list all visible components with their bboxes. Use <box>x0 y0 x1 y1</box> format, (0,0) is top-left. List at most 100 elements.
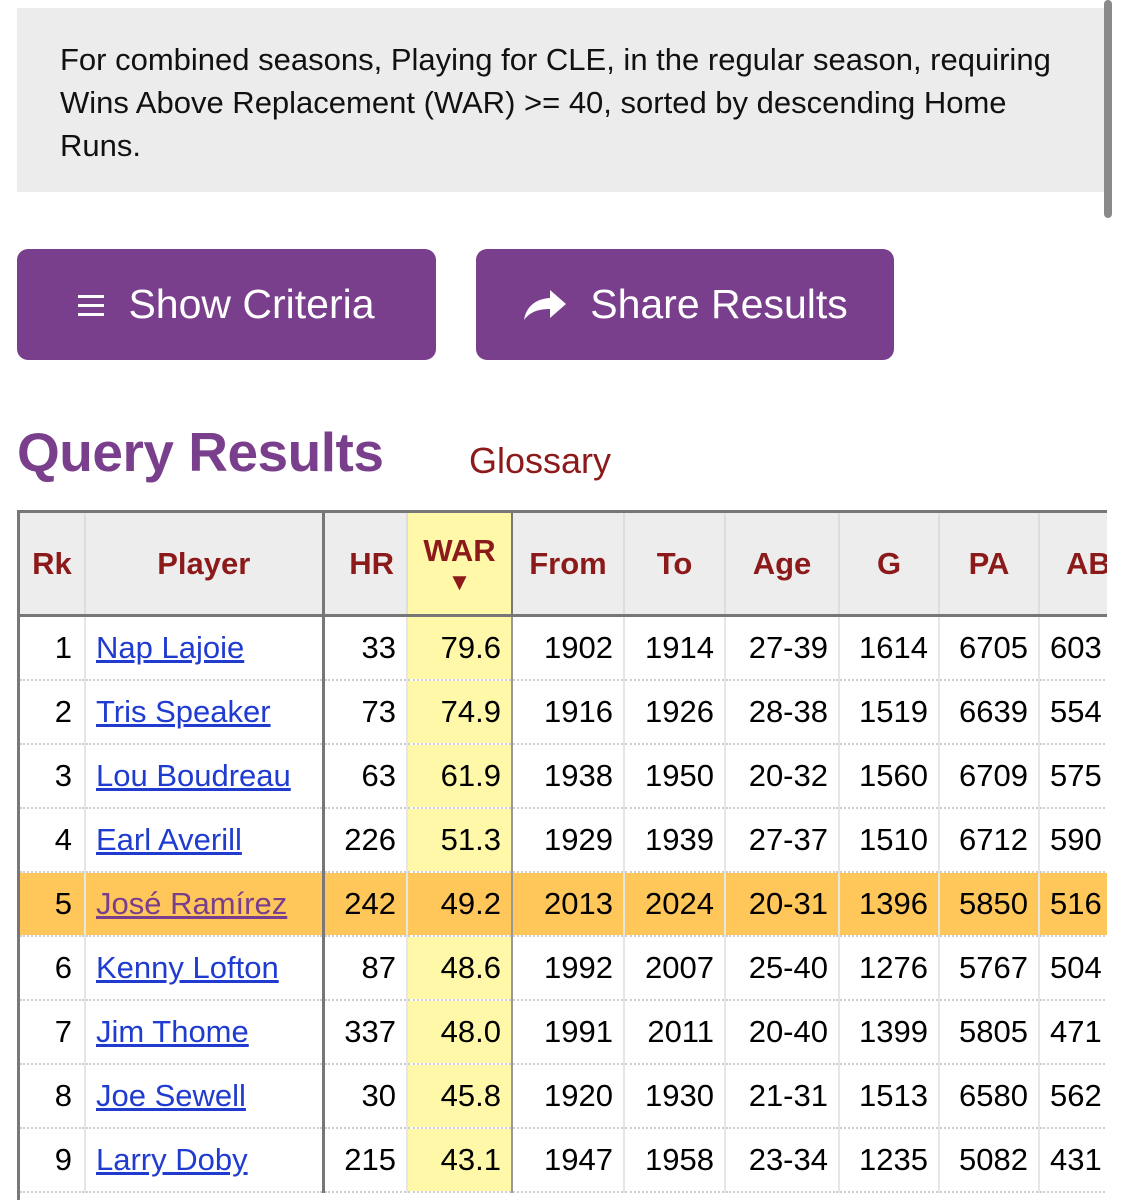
player-link[interactable]: Lou Boudreau <box>96 758 291 793</box>
col-header-hr[interactable]: HR <box>323 510 408 617</box>
table-row: 4 Earl Averill 226 51.3 1929 1939 27-37 1510 671… <box>20 808 1107 873</box>
share-results-label: Share Results <box>590 281 848 327</box>
from-cell: 1992 <box>512 936 625 1001</box>
hr-cell: 226 <box>323 808 408 873</box>
to-cell: 1926 <box>624 680 726 745</box>
age-cell: 27-39 <box>725 615 840 681</box>
war-cell: 74.9 <box>406 680 513 745</box>
col-header-war-label: WAR <box>423 532 496 568</box>
hr-cell: 87 <box>323 936 408 1001</box>
g-cell: 1519 <box>839 680 940 745</box>
to-cell: 2011 <box>624 1000 726 1065</box>
player-cell: Jim Thome <box>85 1000 325 1065</box>
age-cell: 20-40 <box>725 1000 840 1065</box>
player-cell: Lou Boudreau <box>85 744 325 809</box>
rank-cell: 8 <box>20 1064 86 1129</box>
g-cell: 1614 <box>839 615 940 681</box>
to-cell: 1958 <box>624 1128 726 1193</box>
g-cell: 1513 <box>839 1064 940 1129</box>
player-link[interactable]: José Ramírez <box>96 886 288 921</box>
age-cell: 23-34 <box>725 1128 840 1193</box>
rank-cell: 6 <box>20 936 86 1001</box>
to-cell: 1939 <box>624 808 726 873</box>
rank-cell: 9 <box>20 1128 86 1193</box>
col-header-war[interactable]: WAR ▼ <box>406 510 513 617</box>
to-cell: 2024 <box>624 872 726 937</box>
ab-cell: 471 <box>1039 1000 1107 1065</box>
from-cell: 1916 <box>512 680 625 745</box>
rank-cell: 3 <box>20 744 86 809</box>
hr-cell: 30 <box>323 1064 408 1129</box>
col-header-from[interactable]: From <box>512 510 625 617</box>
from-cell: 1920 <box>512 1064 625 1129</box>
ab-cell: 562 <box>1039 1064 1107 1129</box>
war-cell: 48.6 <box>406 936 513 1001</box>
pa-cell: 6705 <box>939 615 1040 681</box>
player-link[interactable]: Jim Thome <box>96 1014 249 1049</box>
player-cell: José Ramírez <box>85 872 325 937</box>
col-header-pa[interactable]: PA <box>939 510 1040 617</box>
ab-cell: 431 <box>1039 1128 1107 1193</box>
rank-cell: 4 <box>20 808 86 873</box>
pa-cell: 5850 <box>939 872 1040 937</box>
hr-cell: 73 <box>323 680 408 745</box>
scrollbar[interactable] <box>1104 0 1112 218</box>
g-cell: 1560 <box>839 744 940 809</box>
col-header-ab[interactable]: AB <box>1039 510 1107 617</box>
age-cell: 25-40 <box>725 936 840 1001</box>
col-header-player[interactable]: Player <box>85 510 325 617</box>
col-header-age[interactable]: Age <box>725 510 840 617</box>
table-row: 7 Jim Thome 337 48.0 1991 2011 20-40 1399 5805 47… <box>20 1000 1107 1065</box>
hr-cell: 242 <box>323 872 408 937</box>
from-cell: 1991 <box>512 1000 625 1065</box>
share-results-button[interactable]: Share Results <box>476 249 894 360</box>
pa-cell: 6709 <box>939 744 1040 809</box>
age-cell: 28-38 <box>725 680 840 745</box>
player-cell: Earl Averill <box>85 808 325 873</box>
col-header-to[interactable]: To <box>624 510 726 617</box>
war-cell: 43.1 <box>406 1128 513 1193</box>
rank-cell: 5 <box>20 872 86 937</box>
hamburger-menu-icon <box>78 293 106 317</box>
player-link[interactable]: Joe Sewell <box>96 1078 246 1113</box>
player-link[interactable]: Kenny Lofton <box>96 950 279 985</box>
col-header-g[interactable]: G <box>839 510 940 617</box>
table-row: 1 Nap Lajoie 33 79.6 1902 1914 27-39 1614 6705 60… <box>20 615 1107 681</box>
hr-cell: 215 <box>323 1128 408 1193</box>
war-cell: 48.0 <box>406 1000 513 1065</box>
age-cell: 20-31 <box>725 872 840 937</box>
show-criteria-button[interactable]: Show Criteria <box>17 249 436 360</box>
pa-cell: 5082 <box>939 1128 1040 1193</box>
results-table-container[interactable]: Rk Player HR WAR ▼ From To Age G PA AB 1… <box>17 510 1107 1200</box>
player-link[interactable]: Earl Averill <box>96 822 242 857</box>
rank-cell: 2 <box>20 680 86 745</box>
g-cell: 1235 <box>839 1128 940 1193</box>
war-cell: 79.6 <box>406 615 513 681</box>
war-cell: 45.8 <box>406 1064 513 1129</box>
table-header-row: Rk Player HR WAR ▼ From To Age G PA AB <box>20 510 1107 617</box>
player-cell: Larry Doby <box>85 1128 325 1193</box>
pa-cell: 6580 <box>939 1064 1040 1129</box>
age-cell: 27-37 <box>725 808 840 873</box>
ab-cell: 590 <box>1039 808 1107 873</box>
hr-cell: 63 <box>323 744 408 809</box>
player-link[interactable]: Larry Doby <box>96 1142 248 1177</box>
war-cell: 61.9 <box>406 744 513 809</box>
table-row: 9 Larry Doby 215 43.1 1947 1958 23-34 1235 5082 4… <box>20 1128 1107 1193</box>
age-cell: 20-32 <box>725 744 840 809</box>
query-description: For combined seasons, Playing for CLE, i… <box>17 8 1105 192</box>
results-table: Rk Player HR WAR ▼ From To Age G PA AB 1… <box>20 510 1107 1193</box>
g-cell: 1396 <box>839 872 940 937</box>
col-header-rk[interactable]: Rk <box>20 510 86 617</box>
pa-cell: 6639 <box>939 680 1040 745</box>
pa-cell: 5767 <box>939 936 1040 1001</box>
results-title: Query Results <box>17 421 384 483</box>
player-link[interactable]: Nap Lajoie <box>96 630 245 665</box>
glossary-link[interactable]: Glossary <box>469 440 612 481</box>
player-link[interactable]: Tris Speaker <box>96 694 271 729</box>
ab-cell: 516 <box>1039 872 1107 937</box>
table-row: 5 José Ramírez 242 49.2 2013 2024 20-31 1396 585… <box>20 872 1107 937</box>
pa-cell: 5805 <box>939 1000 1040 1065</box>
ab-cell: 603 <box>1039 615 1107 681</box>
ab-cell: 575 <box>1039 744 1107 809</box>
